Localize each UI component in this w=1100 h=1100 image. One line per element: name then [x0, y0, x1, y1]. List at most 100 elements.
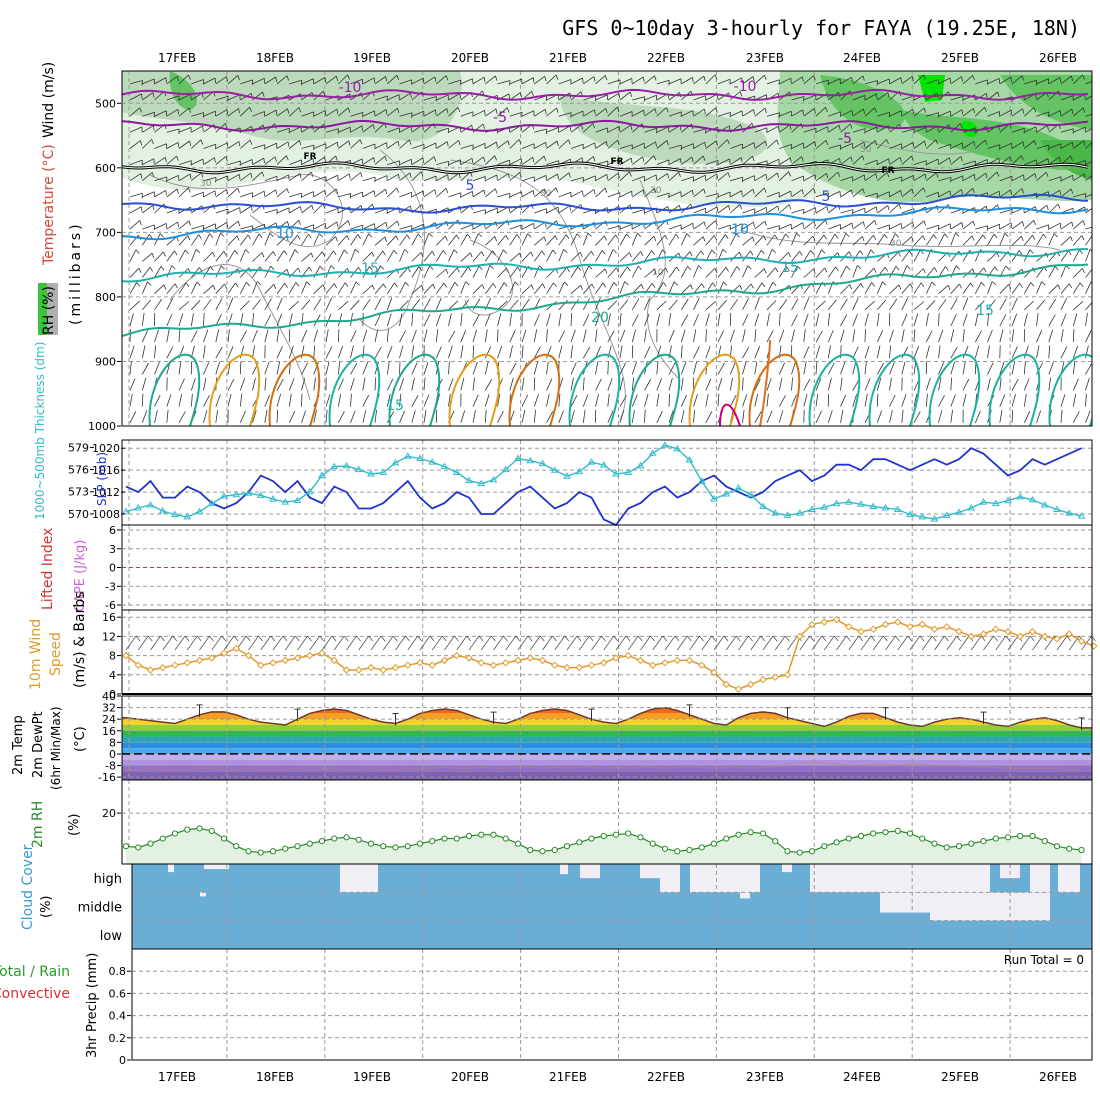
rh2m-point	[1053, 843, 1061, 850]
wind10m-barbs	[125, 635, 1096, 651]
rh2m-point	[380, 843, 387, 850]
rh-contour-label-1: 30	[650, 186, 662, 196]
wind10m-point	[661, 659, 669, 667]
thickness-point	[416, 454, 424, 461]
thickness-point	[661, 441, 669, 448]
wind10m-point	[869, 625, 877, 633]
temp-band-4	[122, 724, 1092, 731]
wind10m-point	[293, 654, 302, 662]
thickness-point	[906, 510, 914, 518]
precip-convective-label: Convective	[0, 986, 70, 1002]
minmax-axis-label: (6hr Min/Max)	[49, 707, 63, 791]
rh2m-point	[919, 835, 926, 842]
wind10m-point	[453, 651, 461, 660]
thickness-point	[403, 452, 412, 459]
rh2m-point	[784, 848, 791, 855]
pressure-tick-700: 700	[95, 226, 116, 239]
rh2m-point	[318, 837, 326, 845]
rh2m-point	[612, 831, 620, 838]
rh-contour-2	[449, 159, 626, 421]
temp2m-tick-8: 8	[109, 736, 116, 749]
rh2m-point	[429, 837, 436, 845]
wind10m-tick-8: 8	[109, 650, 116, 663]
temp2m-axis-label: 2m Temp	[11, 715, 26, 775]
temp-band-5	[122, 730, 1092, 737]
temp-band-10	[122, 759, 1092, 766]
thickness-point	[122, 507, 130, 515]
isotherm-label-5: FR	[610, 157, 623, 167]
lifted-index-panel: 6 3 0 -3 -6 Lifted Index CAPE (J/kg)	[40, 524, 1093, 612]
thickness-point	[538, 459, 547, 467]
rh2m-point	[943, 844, 950, 851]
rh2m-point	[686, 846, 693, 854]
rh-contour-4	[169, 264, 311, 401]
rh2m-point	[184, 826, 191, 833]
wind10m-point	[906, 623, 914, 631]
wind10m-tick-16: 16	[102, 611, 116, 624]
top-date-26feb: 26FEB	[1039, 51, 1077, 65]
temp2m-tick-32: 32	[102, 702, 116, 715]
thickness-point	[305, 487, 314, 495]
bottom-date-22feb: 22FEB	[647, 1070, 685, 1084]
thickness-axis-label: 1000~500mb Thickness (dm)	[33, 342, 47, 520]
rh2m-point	[772, 837, 779, 845]
isotherm-label-2: -5	[493, 110, 507, 126]
bottom-date-20feb: 20FEB	[451, 1070, 489, 1084]
temp2m-tick-0: 0	[109, 748, 116, 761]
cloud-row-labels: high middle low	[78, 872, 123, 944]
thickness-point	[575, 467, 584, 475]
bottom-date-17feb: 17FEB	[158, 1070, 196, 1084]
rh2m-point	[588, 835, 595, 842]
wind10m-point	[771, 673, 779, 681]
rh2m-point	[245, 848, 252, 855]
temp-band-2	[122, 713, 1092, 720]
thickness-point	[636, 461, 645, 469]
wind10m-point	[1016, 632, 1024, 641]
slp-axis-label: SLP (mb)	[95, 452, 109, 506]
thickness-point	[955, 508, 963, 515]
temp-band-12	[122, 771, 1092, 780]
pressure-tick-800: 800	[95, 291, 116, 304]
wind10m-point	[428, 661, 436, 669]
isotherm-label-6: FR	[881, 166, 894, 176]
rh2m-point	[1078, 846, 1085, 854]
temp2m-tick--16: -16	[98, 771, 116, 784]
rh2m-point	[453, 835, 460, 842]
cloud-row-high: high	[94, 872, 122, 887]
wind10m-point	[649, 661, 657, 669]
thickness-point	[795, 509, 804, 516]
low-contour-7	[568, 353, 621, 426]
rh2m-point	[502, 835, 509, 842]
isotherm-3	[122, 193, 1089, 214]
top-date-19feb: 19FEB	[353, 51, 391, 65]
cloud-gap-9	[810, 864, 840, 893]
slp-line	[125, 447, 1082, 527]
thickness-point	[599, 461, 608, 468]
bottom-date-18feb: 18FEB	[256, 1070, 294, 1084]
rh2m-point	[269, 848, 277, 855]
wind10m-tick-12: 12	[102, 630, 116, 643]
rh-contour-3	[639, 179, 681, 381]
slp-grid	[122, 440, 1092, 525]
wind10m-point	[257, 661, 265, 669]
thickness-point	[673, 444, 682, 452]
rh2m-point	[992, 835, 999, 842]
thickness-point	[183, 512, 192, 520]
rh2m-point	[637, 834, 644, 841]
rh2m-point	[392, 844, 399, 851]
thickness-point	[942, 511, 951, 518]
wind10m-point	[330, 656, 338, 665]
rh2m-point	[306, 840, 313, 847]
wind10m-point	[722, 680, 730, 689]
wind10m-point	[979, 630, 988, 638]
isotherm-label-7: 5	[466, 178, 475, 194]
lifted-grid	[122, 525, 1092, 610]
lifted-tick--3: -3	[105, 580, 116, 593]
low-contour-5	[448, 353, 501, 426]
wind10m-point	[355, 666, 363, 674]
wind10m-point	[244, 651, 253, 660]
wind10m-point	[967, 632, 975, 641]
